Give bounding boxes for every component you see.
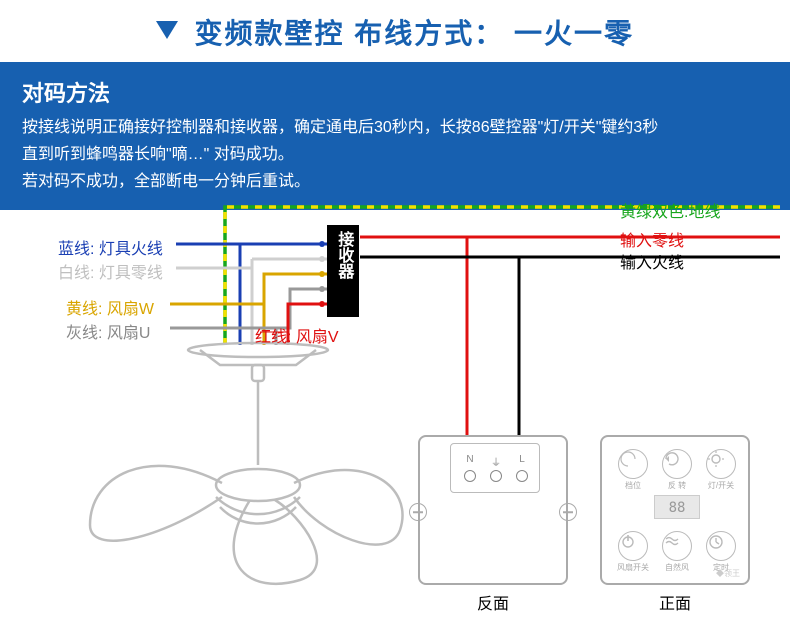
label-red: 红线: 风扇V: [255, 323, 339, 347]
label-yellow: 黄线: 风扇W: [66, 295, 154, 319]
label-blue: 蓝线: 灯具火线: [58, 235, 163, 259]
terminal-label-g: ⏚: [489, 454, 503, 469]
btn-speed[interactable]: [618, 449, 648, 479]
remote-display: 88: [654, 495, 700, 519]
btn-power[interactable]: [618, 531, 648, 561]
label-grey: 灰线: 风扇U: [66, 319, 150, 343]
terminal-n: [464, 470, 476, 482]
btn-timer[interactable]: [706, 531, 736, 561]
wiring-diagram-page: 变频款壁控 布线方式： 一火一零 对码方法 按接线说明正确接好控制器和接收器，确…: [0, 0, 790, 642]
brand-mark: ◆领王: [716, 568, 740, 579]
terminal-label-l: L: [515, 454, 529, 465]
wiring-diagram: 黄绿双色:地线 蓝线: 灯具火线 白线: 灯具零线 黄线: 风扇W 灰线: 风扇…: [0, 185, 790, 625]
btn-natural[interactable]: [662, 531, 692, 561]
wall-switch-back: N ⏚ L: [418, 435, 568, 585]
switch-front-label: 正面: [600, 590, 750, 614]
label-live: 输入火线: [620, 249, 684, 273]
label-white: 白线: 灯具零线: [58, 259, 163, 283]
screw-icon: [409, 503, 427, 521]
btn-reverse-label: 反 转: [657, 480, 697, 491]
info-title: 对码方法: [22, 76, 768, 108]
terminal-l: [516, 470, 528, 482]
wall-switch-front: 档位 反 转 灯/开关 88 风扇开关 自然风 定时 ◆领: [600, 435, 750, 585]
info-line-1: 按接线说明正确接好控制器和接收器，确定通电后30秒内，长按86壁控器"灯/开关"…: [22, 114, 768, 141]
btn-speed-label: 档位: [613, 480, 653, 491]
page-title: 变频款壁控 布线方式： 一火一零: [194, 18, 634, 49]
triangle-icon: [156, 21, 178, 44]
btn-power-label: 风扇开关: [613, 562, 653, 573]
label-ground: 黄绿双色:地线: [620, 198, 720, 222]
btn-reverse[interactable]: [662, 449, 692, 479]
label-neutral: 输入零线: [620, 227, 684, 251]
terminal-label-n: N: [463, 454, 477, 465]
btn-light-label: 灯/开关: [701, 480, 741, 491]
title-bar: 变频款壁控 布线方式： 一火一零: [0, 0, 790, 62]
switch-back-label: 反面: [418, 590, 568, 614]
screw-icon: [559, 503, 577, 521]
btn-light[interactable]: [706, 449, 736, 479]
info-line-2: 直到听到蜂鸣器长响"嘀…" 对码成功。: [22, 141, 768, 168]
receiver-box: 接收器: [327, 225, 359, 317]
terminal-block: N ⏚ L: [450, 443, 540, 493]
btn-natural-label: 自然风: [657, 562, 697, 573]
receiver-label: 接收器: [333, 231, 354, 279]
terminal-g: [490, 470, 502, 482]
